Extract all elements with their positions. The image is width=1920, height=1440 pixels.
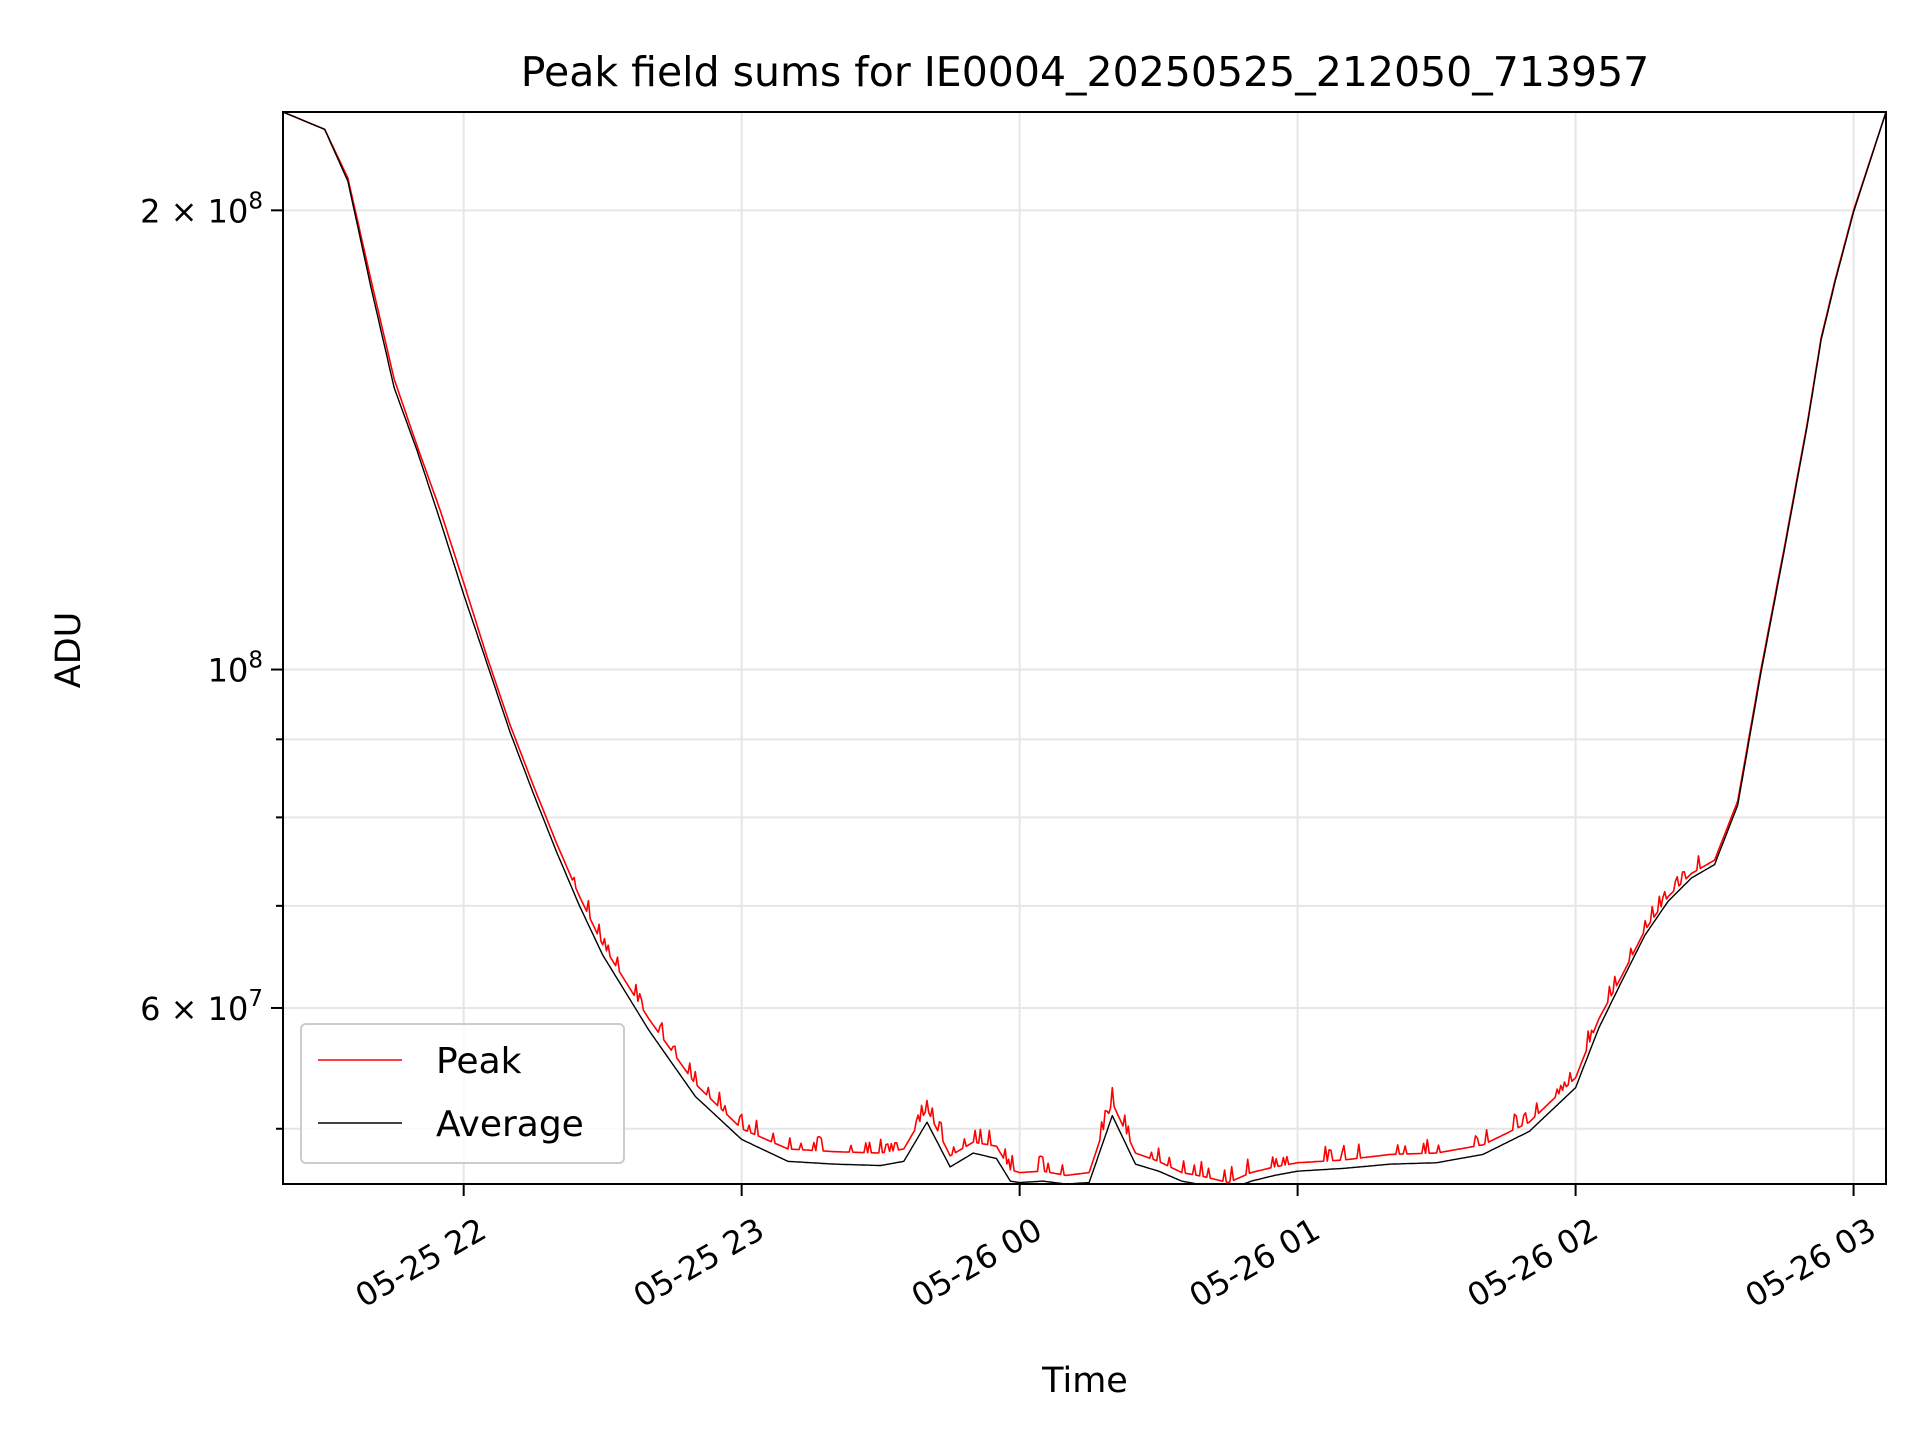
plot-frame	[282, 111, 1887, 1185]
x-axis-label: Time	[1041, 1361, 1128, 1401]
plot-lines	[283, 112, 1886, 1184]
legend-label-peak: Peak	[436, 1041, 522, 1082]
y-tick-label: 6 × 107	[140, 986, 263, 1028]
y-axis-label: ADU	[49, 612, 89, 689]
y-tick-label: 108	[208, 648, 263, 690]
y-tick-label: 2 × 108	[140, 188, 263, 230]
y-axis-ticks: 6 × 107 108 2 × 108	[140, 188, 283, 1130]
legend-label-average: Average	[436, 1104, 584, 1145]
chart-title: Peak field sums for IE0004_20250525_2120…	[521, 48, 1650, 96]
legend: Peak Average	[300, 1023, 625, 1164]
series-line-peak	[283, 112, 1886, 1184]
grid	[283, 112, 1886, 1184]
legend-box	[300, 1023, 625, 1164]
series-line-average	[283, 112, 1886, 1184]
